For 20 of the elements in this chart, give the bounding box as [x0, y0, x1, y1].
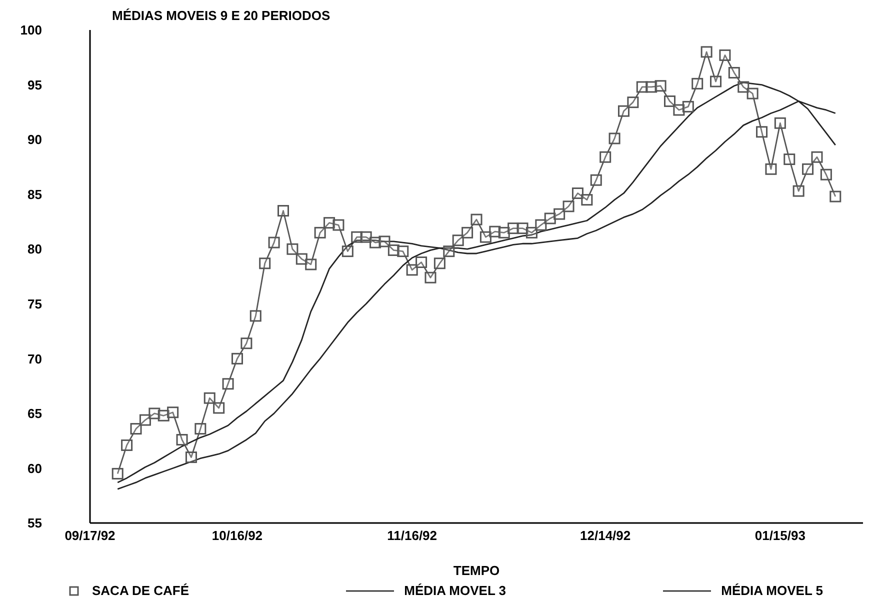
x-tick-label: 09/17/92 [64, 528, 116, 544]
x-axis-title: TEMPO [453, 563, 500, 578]
y-tick-label: 60 [28, 460, 42, 476]
y-tick-label: 90 [28, 132, 42, 148]
chart-title: MÉDIAS MOVEIS 9 E 20 PERIODOS [112, 8, 330, 23]
legend-label: MÉDIA MOVEL 3 [403, 583, 506, 598]
y-tick-label: 100 [20, 22, 42, 38]
legend-label: SACA DE CAFÉ [91, 583, 190, 598]
x-tick-label: 10/16/92 [212, 528, 263, 544]
y-tick-label: 70 [28, 351, 42, 366]
x-tick-label: 12/14/92 [580, 528, 631, 544]
x-tick-label: 11/16/92 [387, 528, 438, 544]
y-tick-label: 65 [28, 406, 42, 422]
y-tick-label: 95 [28, 77, 42, 92]
y-tick-label: 85 [28, 186, 42, 202]
y-tick-label: 55 [28, 516, 42, 531]
y-tick-label: 75 [28, 296, 42, 312]
y-tick-label: 80 [28, 242, 42, 257]
legend-label: MÉDIA MOVEL 5 [720, 583, 823, 598]
x-tick-label: 01/15/93 [754, 528, 806, 544]
